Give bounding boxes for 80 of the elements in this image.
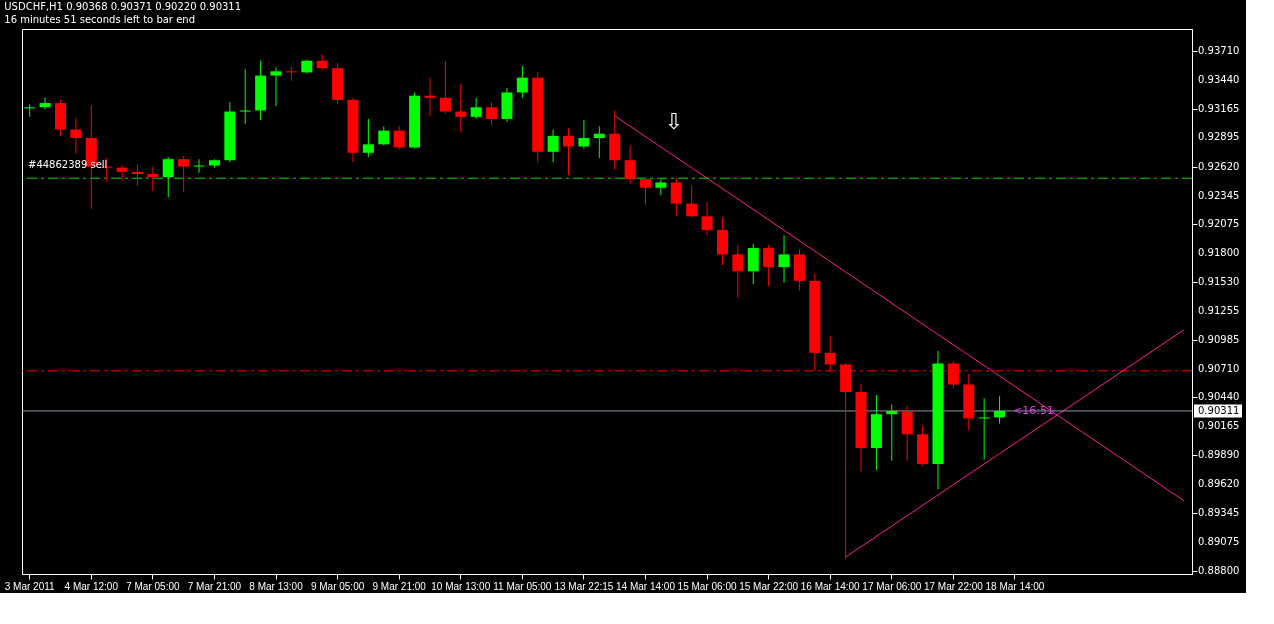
candlestick [701,201,713,236]
y-tick-label: 0.89620 [1198,478,1240,490]
x-tick-label: 8 Mar 13:00 [249,580,304,592]
y-tick-label: 0.91800 [1198,247,1240,259]
chart-subtitle: 16 minutes 51 seconds left to bar end [4,14,195,25]
candlestick [178,155,190,193]
candlestick [116,165,128,181]
candlestick [563,127,575,176]
x-tick-label: 9 Mar 21:00 [372,580,427,592]
y-tick-label: 0.90440 [1198,391,1240,403]
candlestick [39,97,51,110]
candlestick [393,125,405,151]
candlestick [239,68,251,125]
x-tick-label: 16 Mar 14:00 [800,580,861,592]
x-tick-label: 11 Mar 05:00 [493,580,552,592]
candlestick [886,404,898,462]
y-tick-label: 0.89075 [1198,535,1240,547]
y-tick-label: 0.90985 [1198,333,1240,345]
x-tick-label: 15 Mar 22:00 [739,580,799,592]
candlestick [747,243,759,285]
candlestick [578,119,590,150]
candlestick [362,118,374,158]
candlestick [778,234,790,284]
candlestick [24,103,36,118]
annotation: ⇩ [664,108,683,134]
x-tick-label: 4 Mar 12:00 [64,580,119,592]
y-tick-label: 0.92075 [1198,218,1240,230]
y-tick-label: 0.92895 [1198,131,1240,143]
candlestick [901,405,913,462]
y-tick-label: 0.92620 [1198,160,1240,172]
x-tick-label: 17 Mar 06:00 [862,580,922,592]
candlestick [994,395,1006,425]
candlestick [486,101,498,126]
chart-title: USDCHF,H1 0.90368 0.90371 0.90220 0.90311 [4,1,242,12]
candlestick [193,158,205,174]
x-tick-label: 3 Mar 2011 [4,580,56,592]
candlestick [470,97,482,120]
y-tick-label: 0.93165 [1198,102,1240,114]
x-tick-label: 7 Mar 05:00 [126,580,180,592]
y-tick-label: 0.88800 [1198,564,1240,576]
annotation: <16:51 [1012,403,1054,417]
candlestick [131,163,143,187]
candlestick [70,117,82,155]
y-tick-label: 0.91530 [1198,275,1240,287]
y-tick-label: 0.90710 [1198,362,1240,374]
candlestick [516,65,528,99]
candlestick [424,77,436,117]
candlestick [547,129,559,163]
candlestick [285,66,297,82]
x-tick-label: 18 Mar 14:00 [985,580,1045,592]
candlestick [978,397,990,461]
candlestick [162,156,174,198]
y-tick-label: 0.89345 [1198,507,1240,519]
y-tick-label: 0.90165 [1198,420,1240,432]
candlestick [655,178,667,196]
candlestick [439,60,451,115]
candlestick [455,83,467,133]
y-tick-label: 0.93710 [1198,45,1240,57]
candlestick [686,185,698,218]
y-tick-label: 0.93440 [1198,73,1240,85]
y-tick-label: 0.92345 [1198,189,1240,201]
x-tick-label: 15 Mar 06:00 [677,580,737,592]
x-tick-label: 13 Mar 22:15 [554,580,614,592]
candlestick [270,66,282,107]
y-tick-label: 0.91255 [1198,305,1240,317]
x-tick-label: 17 Mar 22:00 [923,580,984,592]
candlestick [732,244,744,299]
x-tick-label: 14 Mar 14:00 [616,580,676,592]
x-tick-label: 7 Mar 21:00 [187,580,242,592]
y-tick-label: 0.89890 [1198,449,1240,461]
candlestick [763,244,775,287]
candlestick [624,144,636,184]
candlestick [593,125,605,159]
x-tick-label: 10 Mar 13:00 [431,580,491,592]
candlestick [147,166,159,192]
candlestick [378,125,390,146]
x-tick-label: 9 Mar 05:00 [310,580,365,592]
candlestick [670,177,682,217]
candlestick [639,176,651,206]
ref-line-label: 0.90311 [1198,404,1240,416]
